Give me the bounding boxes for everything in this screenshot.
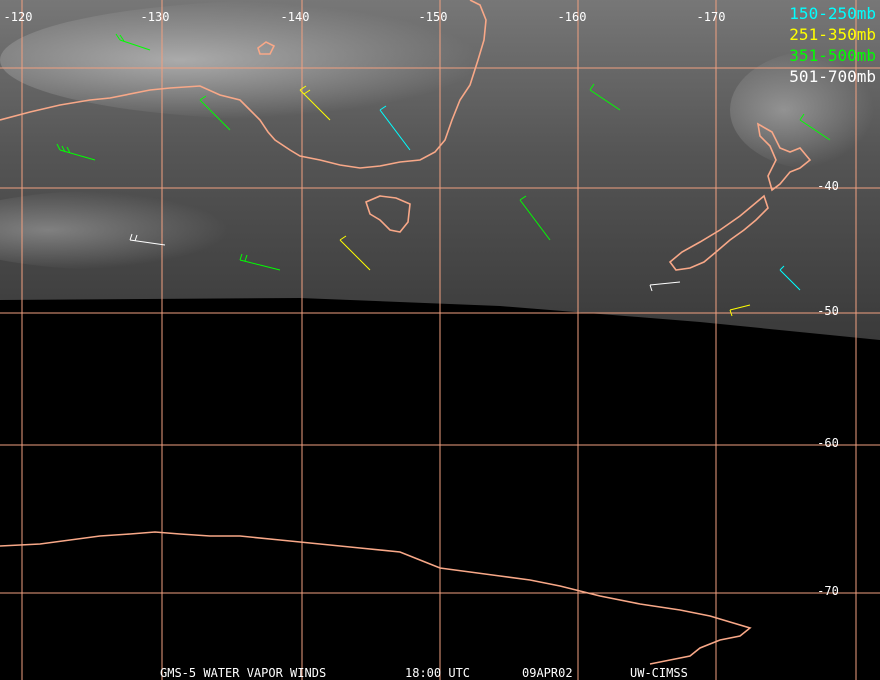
lat-label: -60 bbox=[817, 436, 839, 450]
lon-label: -150 bbox=[419, 10, 448, 24]
lat-label: -50 bbox=[817, 304, 839, 318]
nz-south-coast bbox=[668, 194, 769, 271]
wind-barb bbox=[129, 233, 166, 246]
coastlines bbox=[0, 0, 812, 665]
legend-entry: 501-700mb bbox=[789, 67, 876, 86]
legend-entry: 251-350mb bbox=[789, 25, 876, 44]
cloud-bright bbox=[0, 190, 300, 270]
wind-barb bbox=[649, 281, 681, 292]
wind-barb bbox=[379, 105, 411, 151]
wind-barbs bbox=[56, 33, 831, 317]
lon-label: -140 bbox=[281, 10, 310, 24]
footer-time: 18:00 UTC bbox=[405, 666, 470, 680]
wind-barb bbox=[729, 304, 751, 317]
footer-product: GMS-5 WATER VAPOR WINDS bbox=[160, 666, 326, 680]
wind-barb bbox=[199, 95, 231, 131]
lat-label: -70 bbox=[817, 584, 839, 598]
lon-label: -130 bbox=[141, 10, 170, 24]
footer-date: 09APR02 bbox=[522, 666, 573, 680]
wind-barb bbox=[589, 83, 621, 111]
lon-label: -160 bbox=[558, 10, 587, 24]
legend: 150-250mb 251-350mb 351-500mb 501-700mb bbox=[789, 4, 876, 86]
wind-barb bbox=[339, 235, 371, 271]
lon-labels: -120 -130 -140 -150 -160 -170 bbox=[4, 10, 726, 24]
lon-label: -120 bbox=[4, 10, 33, 24]
cloud-bright bbox=[730, 50, 880, 170]
wind-barb bbox=[799, 113, 831, 141]
wind-barb bbox=[299, 85, 331, 121]
footer-source: UW-CIMSS bbox=[630, 666, 688, 680]
wind-barb bbox=[56, 143, 96, 161]
legend-entry: 150-250mb bbox=[789, 4, 876, 23]
wind-barb bbox=[239, 253, 281, 271]
footer: GMS-5 WATER VAPOR WINDS 18:00 UTC 09APR0… bbox=[160, 666, 688, 680]
nz-north-coast bbox=[756, 122, 812, 192]
lat-label: -40 bbox=[817, 179, 839, 193]
tasmania-coast bbox=[365, 195, 411, 233]
lon-label: -170 bbox=[697, 10, 726, 24]
australia-coast bbox=[0, 0, 487, 169]
island-coast bbox=[257, 41, 276, 55]
wind-barb bbox=[115, 33, 151, 51]
wind-barb bbox=[779, 265, 801, 291]
antarctica-coast bbox=[0, 531, 752, 665]
legend-entry: 351-500mb bbox=[789, 46, 876, 65]
lat-labels: -40 -50 -60 -70 bbox=[817, 179, 839, 598]
wind-barb bbox=[519, 195, 551, 241]
